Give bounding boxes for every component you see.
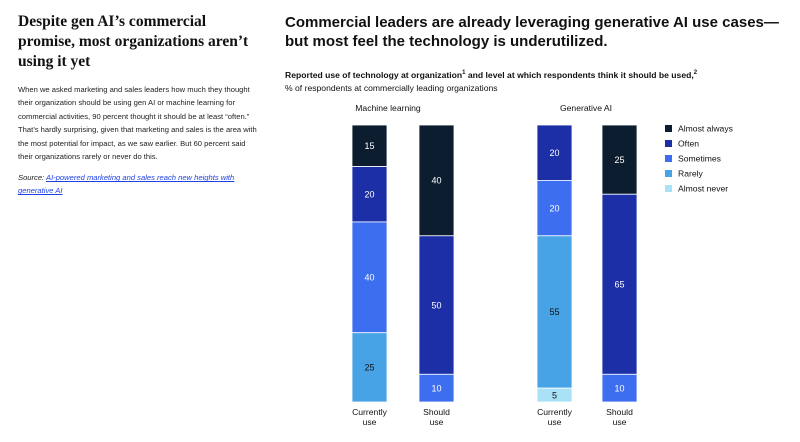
data-label-generative-ai-should-use-sometimes: 10 <box>614 383 624 393</box>
bar-segment-generative-ai-should-use-often <box>601 193 638 375</box>
data-label-generative-ai-currently-use-sometimes: 20 <box>549 203 559 213</box>
x-label-generative-ai-currently-use-1: use <box>548 417 562 427</box>
group-title-generative-ai: Generative AI <box>560 103 612 113</box>
bar-segment-generative-ai-currently-use-sometimes <box>536 179 573 237</box>
chart-headline: Commercial leaders are already leveragin… <box>285 14 779 50</box>
bar-segment-machine-learning-currently-use-sometimes <box>351 221 388 334</box>
x-label-generative-ai-currently-use-0: Currently <box>537 407 573 417</box>
bar-segment-generative-ai-currently-use-almost-never <box>536 387 573 403</box>
sidebar-title: Despite gen AI’s commercial promise, mos… <box>18 13 249 70</box>
x-label-machine-learning-should-use-0: Should <box>423 407 450 417</box>
bar-segment-machine-learning-should-use-sometimes <box>418 373 455 403</box>
bar-segment-machine-learning-currently-use-rarely <box>351 332 388 403</box>
footnote-2: 2 <box>693 70 698 76</box>
x-label-generative-ai-should-use-0: Should <box>606 407 633 417</box>
legend-swatch-almost-always <box>665 125 672 132</box>
x-label-generative-ai-should-use-1: use <box>613 417 627 427</box>
bar-segment-machine-learning-currently-use-almost-always <box>351 124 388 167</box>
legend-label-rarely: Rarely <box>678 168 704 178</box>
legend-swatch-often <box>665 140 672 147</box>
bar-segment-generative-ai-currently-use-often <box>536 124 573 181</box>
legend-swatch-rarely <box>665 170 672 177</box>
data-label-machine-learning-should-use-almost-always: 40 <box>431 176 441 186</box>
sidebar-text: Despite gen AI’s commercial promise, mos… <box>18 12 258 197</box>
data-label-machine-learning-currently-use-almost-always: 15 <box>364 141 374 151</box>
data-label-machine-learning-currently-use-often: 20 <box>364 189 374 199</box>
data-label-generative-ai-currently-use-often: 20 <box>549 148 559 158</box>
chart-subtitle: Reported use of technology at organizati… <box>285 67 790 95</box>
footnote-1: 1 <box>462 70 466 76</box>
legend-label-almost-never: Almost never <box>678 183 728 193</box>
legend-label-sometimes: Sometimes <box>678 153 721 163</box>
legend-label-often: Often <box>678 138 699 148</box>
data-label-generative-ai-should-use-often: 65 <box>614 279 624 289</box>
data-label-generative-ai-currently-use-almost-never: 5 <box>552 390 557 400</box>
data-label-generative-ai-should-use-almost-always: 25 <box>614 155 624 165</box>
source-prefix: Source: <box>18 173 46 183</box>
data-label-machine-learning-currently-use-sometimes: 40 <box>364 273 374 283</box>
bar-segment-generative-ai-should-use-sometimes <box>601 373 638 403</box>
subtitle-units: % of respondents at commercially leading… <box>285 82 498 93</box>
bar-segment-generative-ai-should-use-almost-always <box>601 124 638 195</box>
legend-swatch-almost-never <box>665 185 672 192</box>
bar-segment-machine-learning-should-use-almost-always <box>418 124 455 237</box>
x-label-machine-learning-should-use-1: use <box>430 417 444 427</box>
data-label-machine-learning-currently-use-rarely: 25 <box>364 363 374 373</box>
source-link[interactable]: AI-powered marketing and sales reach new… <box>18 173 235 196</box>
data-label-machine-learning-should-use-often: 50 <box>431 300 441 310</box>
data-label-machine-learning-should-use-sometimes: 10 <box>431 383 441 393</box>
source-note: Source: AI-powered marketing and sales r… <box>18 171 258 197</box>
subtitle-middle: and level at which respondents think it … <box>465 69 694 80</box>
legend-swatch-sometimes <box>665 155 672 162</box>
group-title-machine-learning: Machine learning <box>355 103 421 113</box>
subtitle-title: Reported use of technology at organizati… <box>285 69 463 80</box>
x-label-machine-learning-currently-use-1: use <box>363 417 377 427</box>
x-label-machine-learning-currently-use-0: Currently <box>352 407 388 417</box>
sidebar-body: When we asked marketing and sales leader… <box>18 85 257 162</box>
legend-label-almost-always: Almost always <box>678 123 733 133</box>
data-label-generative-ai-currently-use-rarely: 55 <box>549 307 559 317</box>
